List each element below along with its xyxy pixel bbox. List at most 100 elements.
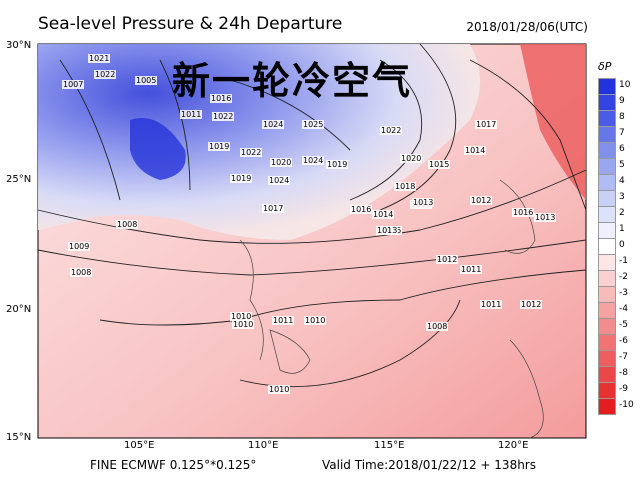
valid-time: Valid Time:2018/01/22/12 + 138hrs (322, 458, 536, 472)
isobar-label: 1011 (480, 300, 503, 309)
isobar-label: 1008 (426, 322, 449, 331)
warm-core (520, 44, 586, 200)
legend-label: -5 (619, 320, 628, 330)
isobar-label: 1015 (428, 160, 451, 169)
legend-swatch (598, 222, 616, 239)
legend-swatch (598, 254, 616, 271)
y-label-25n: 25°N (6, 174, 32, 185)
isobar-label: 1020 (270, 158, 293, 167)
model-info: FINE ECMWF 0.125°*0.125° (90, 458, 257, 472)
isobar-label: 1017 (475, 120, 498, 129)
legend-label: 4 (619, 176, 625, 186)
isobar-label: 1022 (240, 148, 263, 157)
legend-label: 5 (619, 160, 625, 170)
legend-swatch (598, 334, 616, 351)
isobar-label: 1022 (212, 112, 235, 121)
timestamp: 2018/01/28/06(UTC) (466, 20, 588, 34)
legend-swatch (598, 286, 616, 303)
legend-label: 1 (619, 224, 625, 234)
isobar-label: 1019 (208, 142, 231, 151)
isobar-label: 1019 (326, 160, 349, 169)
legend-swatch (598, 190, 616, 207)
legend-label: -9 (619, 384, 628, 394)
isobar-label: 1014 (372, 210, 395, 219)
isobar-label: 1022 (94, 70, 117, 79)
isobar-label: 1024 (262, 120, 285, 129)
isobar-label: 1024 (268, 176, 291, 185)
legend-label: 10 (619, 80, 631, 90)
y-label-30n: 30°N (6, 40, 32, 51)
isobar-label: 1013 (412, 198, 435, 207)
cold-core (130, 118, 186, 180)
legend-swatch (598, 398, 616, 415)
isobar-label: 1011 (460, 265, 483, 274)
legend-swatch (598, 78, 616, 95)
legend-label: 2 (619, 208, 625, 218)
legend-swatch (598, 94, 616, 111)
legend-swatch (598, 366, 616, 383)
x-label-110e: 110°E (248, 440, 279, 451)
isobar-label: 1018 (394, 182, 417, 191)
isobar-label: 1019 (230, 174, 253, 183)
legend-swatch (598, 318, 616, 335)
y-label-15n: 15°N (6, 432, 32, 443)
isobar-label: 1022 (380, 126, 403, 135)
legend-swatch (598, 382, 616, 399)
isobar-label: 1009 (68, 242, 91, 251)
overlay-title: 新一轮冷空气 (172, 59, 413, 103)
isobar-label: 1007 (62, 80, 85, 89)
isobar-label: 1013 (376, 226, 399, 235)
legend-swatch (598, 238, 616, 255)
isobar-label: 1012 (436, 255, 459, 264)
isobar-label: 1010 (230, 312, 253, 321)
legend-label: -4 (619, 304, 628, 314)
legend-swatch (598, 302, 616, 319)
isobar-label: 1016 (350, 205, 373, 214)
chart-title: Sea-level Pressure & 24h Departure (38, 14, 343, 34)
x-label-120e: 120°E (498, 440, 529, 451)
legend-label: -6 (619, 336, 628, 346)
legend-label: -3 (619, 288, 628, 298)
legend-label: -7 (619, 352, 628, 362)
isobar-label: 1021 (88, 54, 111, 63)
legend-label: -2 (619, 272, 628, 282)
isobar-label: 1025 (302, 120, 325, 129)
legend-swatch (598, 206, 616, 223)
isobar-label: 1008 (116, 220, 139, 229)
isobar-label: 1016 (210, 94, 233, 103)
legend-swatch (598, 126, 616, 143)
legend-swatch (598, 270, 616, 287)
legend-swatch (598, 350, 616, 367)
x-label-115e: 115°E (374, 440, 405, 451)
legend-label: -10 (619, 400, 634, 410)
legend-unit: δP (598, 60, 612, 73)
legend-label: -1 (619, 256, 628, 266)
isobar-label: 1005 (135, 76, 158, 85)
legend-label: 0 (619, 240, 625, 250)
isobar-label: 1017 (262, 204, 285, 213)
isobar-label: 1011 (180, 110, 203, 119)
isobar-label: 1010 (304, 316, 327, 325)
isobar-label: 1012 (470, 196, 493, 205)
legend-label: 8 (619, 112, 625, 122)
isobar-label: 1014 (464, 146, 487, 155)
isobar-label: 1012 (520, 300, 543, 309)
legend-label: 7 (619, 128, 625, 138)
legend-swatch (598, 174, 616, 191)
isobar-label: 1013 (534, 213, 557, 222)
x-label-105e: 105°E (124, 440, 155, 451)
isobar-label: 1010 (232, 320, 255, 329)
legend-label: 6 (619, 144, 625, 154)
isobar-label: 1020 (400, 154, 423, 163)
isobar-label: 1024 (302, 156, 325, 165)
y-label-20n: 20°N (6, 304, 32, 315)
legend-label: -8 (619, 368, 628, 378)
isobar-label: 1008 (70, 268, 93, 277)
legend-swatch (598, 158, 616, 175)
isobar-label: 1010 (268, 385, 291, 394)
isobar-label: 1011 (272, 316, 295, 325)
legend-label: 3 (619, 192, 625, 202)
legend-swatch (598, 142, 616, 159)
legend-label: 9 (619, 96, 625, 106)
isobar-label: 1016 (512, 208, 535, 217)
